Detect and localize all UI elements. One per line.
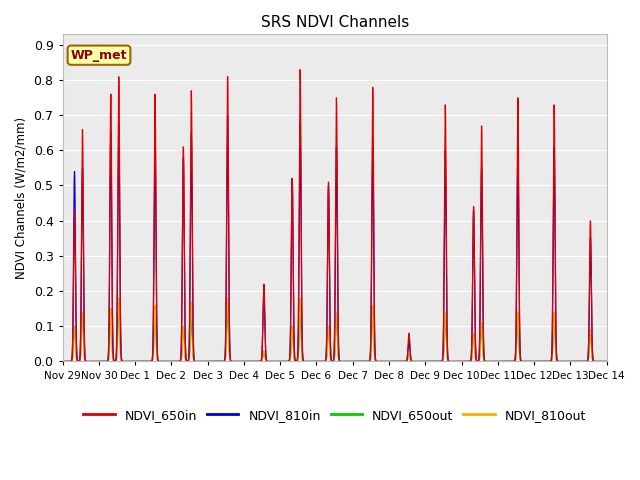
- Title: SRS NDVI Channels: SRS NDVI Channels: [260, 15, 409, 30]
- Y-axis label: NDVI Channels (W/m2/mm): NDVI Channels (W/m2/mm): [15, 117, 28, 279]
- Text: WP_met: WP_met: [71, 48, 127, 62]
- Legend: NDVI_650in, NDVI_810in, NDVI_650out, NDVI_810out: NDVI_650in, NDVI_810in, NDVI_650out, NDV…: [78, 404, 591, 427]
